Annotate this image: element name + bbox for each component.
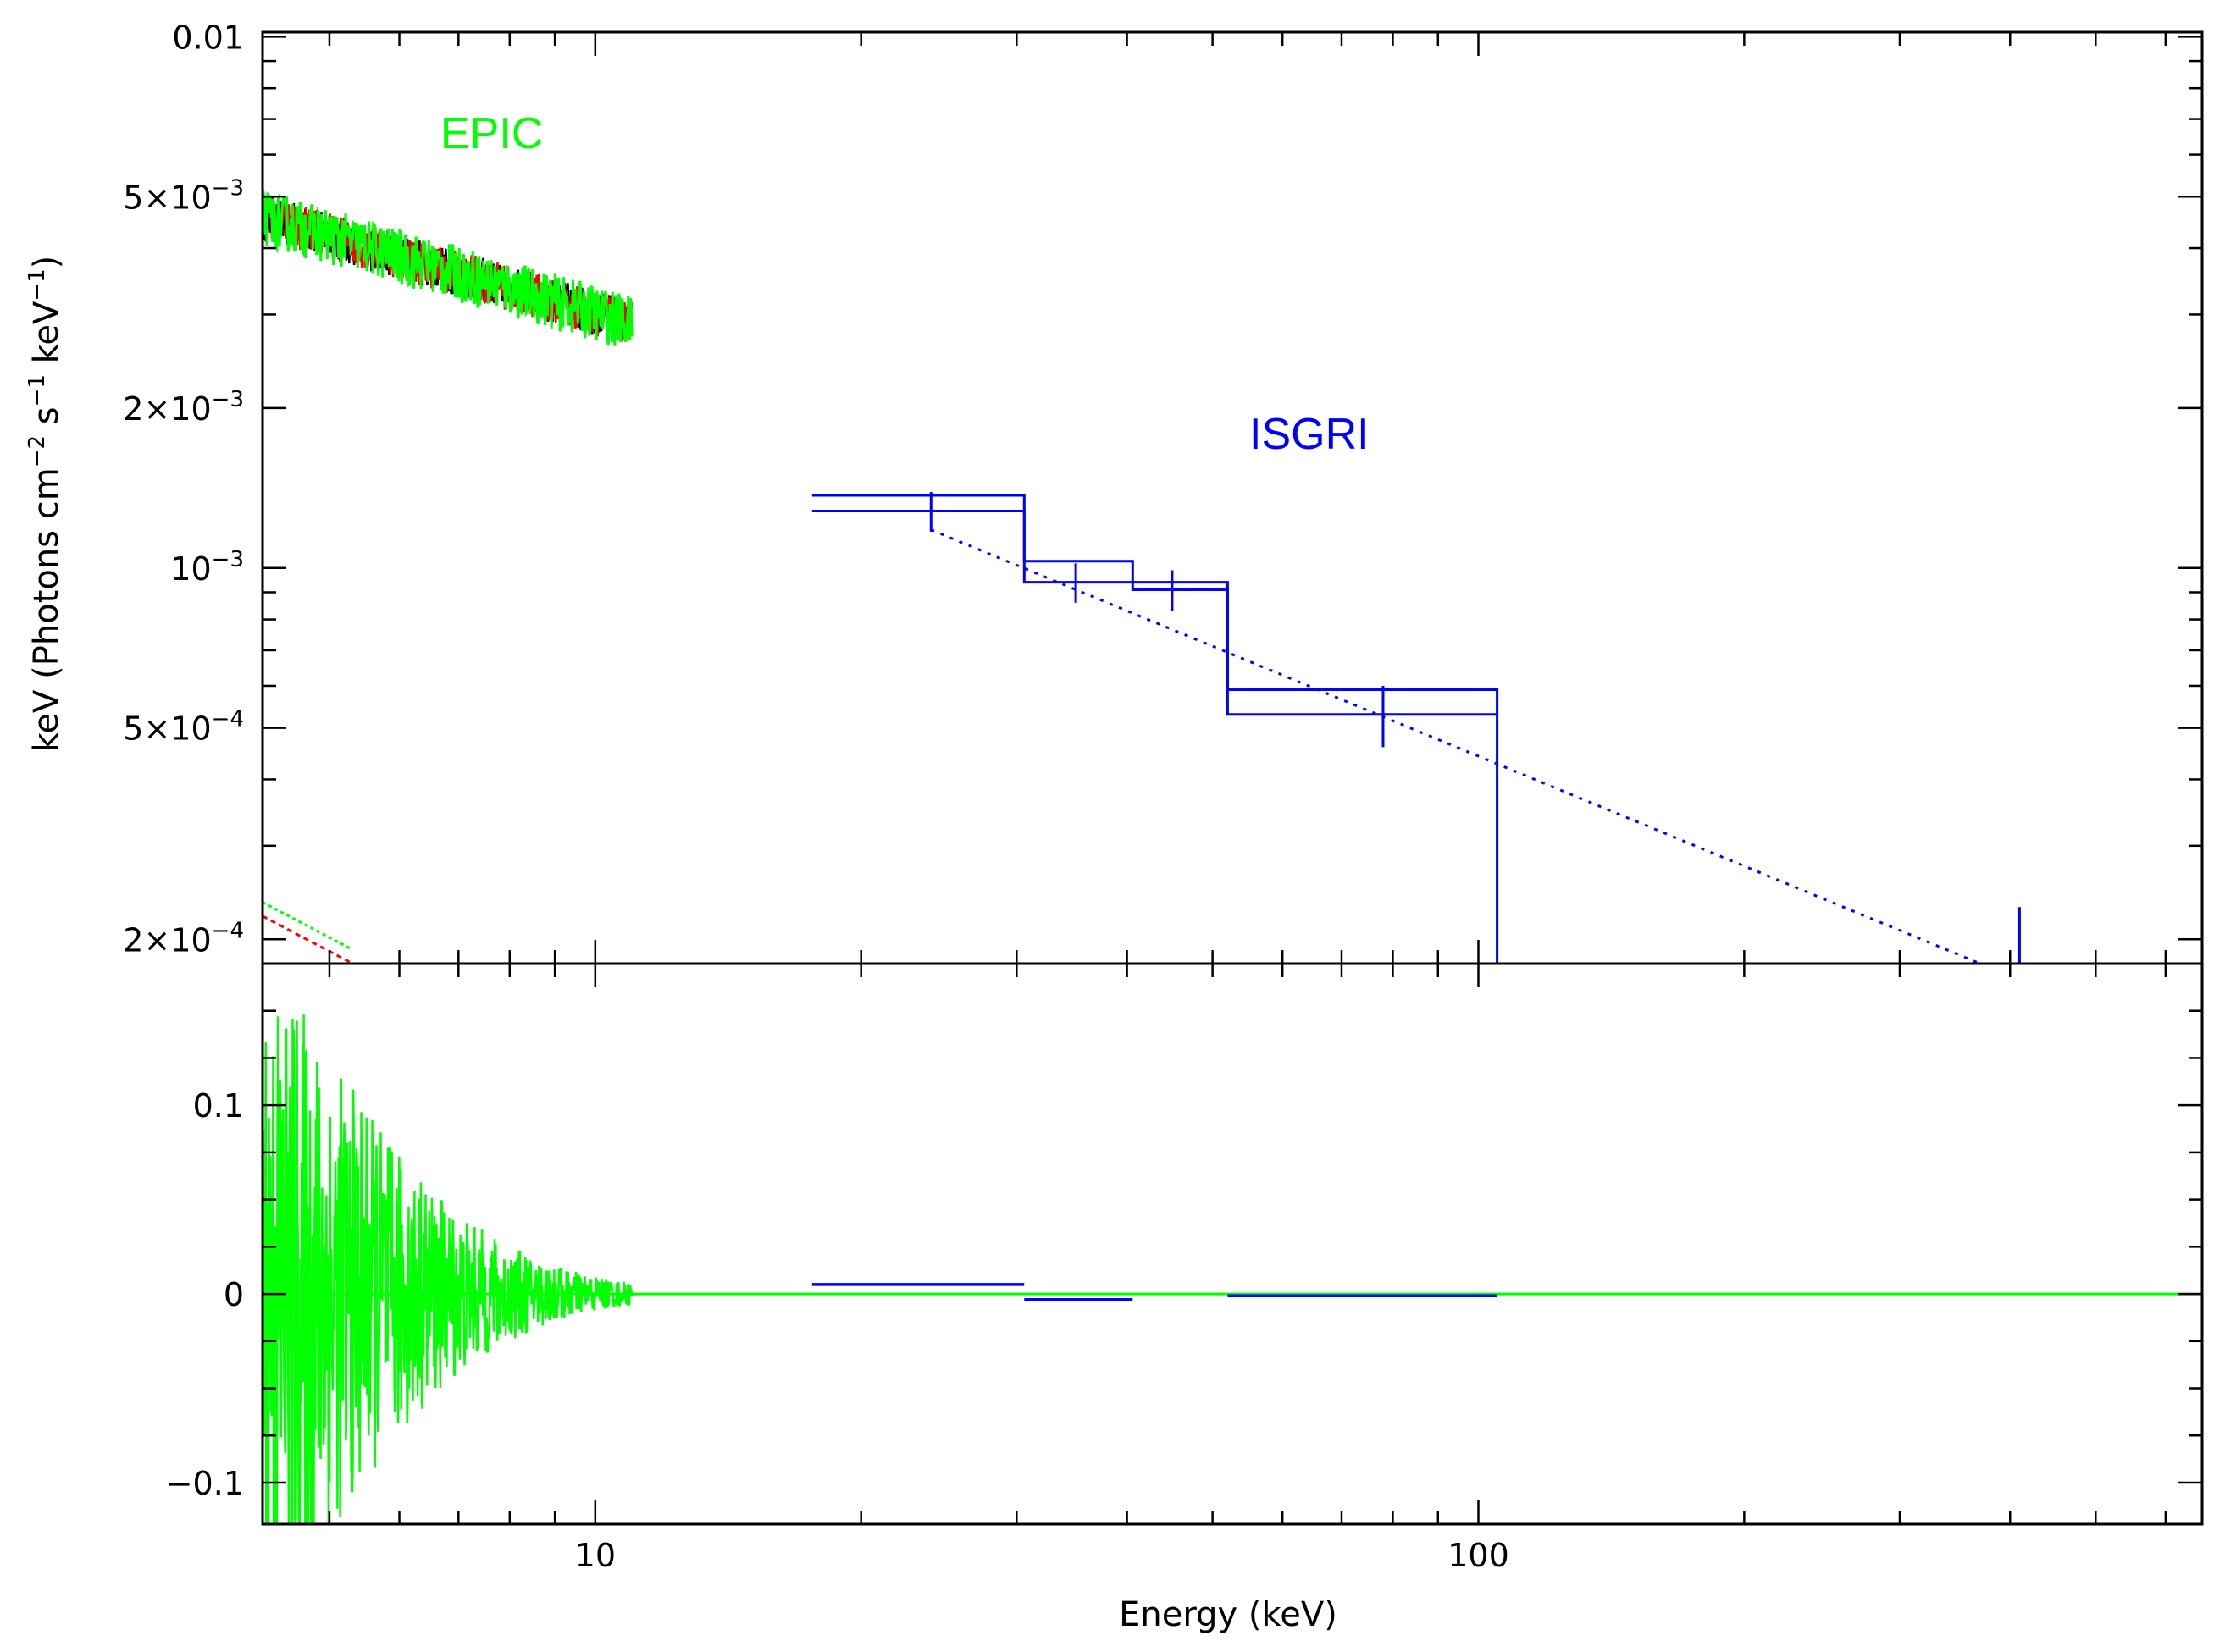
y-axis-title: keV (Photons cm−2 s−1 keV−1) [25, 256, 66, 753]
y-tick-label-top: 5×10−4 [123, 707, 244, 748]
x-axis-title: Energy (keV) [1119, 1595, 1337, 1634]
y-tick-label-base: 5×10 [123, 179, 211, 216]
y-tick-label-bottom: 0 [224, 1276, 244, 1313]
epic-model-line [263, 914, 353, 964]
y-tick-label-top: 0.01 [172, 19, 244, 56]
y-tick-label-top: 2×10−3 [123, 387, 244, 428]
epic-label: EPIC [440, 109, 543, 158]
y-tick-label-exp: −3 [212, 175, 244, 201]
top-panel-data [263, 190, 2021, 964]
y-tick-label-top: 2×10−4 [123, 918, 244, 959]
epic-model-line [263, 901, 353, 951]
y-tick-label-exp: −3 [212, 387, 244, 412]
isgri-model-step-lower [811, 510, 1497, 716]
y-tick-label-bottom: −0.1 [166, 1465, 244, 1502]
y-tick-label-exp: −3 [212, 547, 244, 572]
y-tick-label-top: 5×10−3 [123, 175, 244, 216]
epic-spectrum-line [263, 190, 634, 346]
plot-frame [261, 30, 2204, 1526]
y-tick-label-base: 5×10 [123, 710, 211, 748]
isgri-model-dotted [930, 528, 1981, 964]
y-tick-label-base: 0.01 [172, 19, 244, 56]
bottom-panel-data [263, 1014, 2202, 1524]
y-tick-label-exp: −4 [212, 918, 244, 943]
y-tick-label-bottom: 0.1 [193, 1087, 244, 1124]
x-tick-label: 100 [1447, 1537, 1509, 1574]
x-tick-label: 10 [575, 1537, 616, 1574]
y-tick-label-base: 10 [170, 550, 211, 588]
bottom-panel-frame [261, 962, 2204, 1526]
epic-residuals [263, 1014, 634, 1524]
y-tick-label-exp: −4 [212, 707, 244, 732]
tick-labels: 10 1000.015×10−32×10−310−35×10−42×10−40.1… [123, 19, 1508, 1574]
y-tick-label-top: 10−3 [170, 547, 244, 588]
y-tick-label-base: 2×10 [123, 390, 211, 428]
isgri-label: ISGRI [1249, 410, 1370, 459]
y-tick-label-base: 2×10 [123, 921, 211, 959]
tick-marks [263, 32, 2202, 1524]
